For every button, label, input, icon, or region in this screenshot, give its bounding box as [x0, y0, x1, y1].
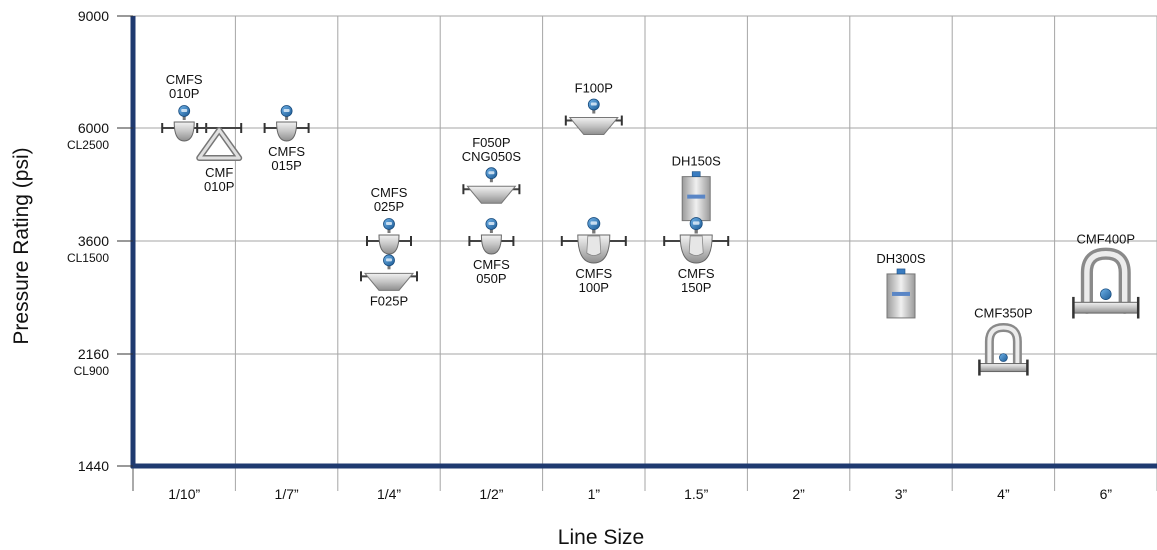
- y-tick-label: 1440: [78, 458, 109, 474]
- x-category-label: 1/4”: [377, 486, 401, 502]
- y-tick-label: 2160: [78, 346, 109, 362]
- x-category-label: 6”: [1100, 486, 1113, 502]
- device-label: 150P: [681, 280, 711, 295]
- x-category-label: 4”: [997, 486, 1010, 502]
- device-marker-cmfs-050p: [468, 218, 515, 255]
- device-label: DH150S: [672, 154, 721, 169]
- device-label: 025P: [374, 199, 404, 214]
- gridlines: [132, 15, 1157, 491]
- x-category-label: 1/7”: [275, 486, 299, 502]
- device-label: CMFS: [678, 266, 715, 281]
- device-label: 100P: [579, 280, 609, 295]
- y-tick-class-label: CL1500: [67, 251, 109, 265]
- x-category-label: 1/2”: [479, 486, 503, 502]
- device-label: 010P: [169, 86, 199, 101]
- device-label: F050P: [472, 135, 510, 150]
- device-labels: CMFS010PCMF010PCMFS015PCMFS025PF025PF050…: [166, 72, 1135, 321]
- device-label: DH300S: [876, 251, 925, 266]
- device-marker-cmfs-150p: [663, 217, 730, 264]
- x-axis-title: Line Size: [558, 526, 644, 549]
- device-label: F025P: [370, 293, 408, 308]
- tick-labels: 9000 6000 CL2500 3600 CL1500 2160 CL900 1440 1/1…: [67, 8, 1112, 502]
- x-category-label: 2”: [792, 486, 805, 502]
- device-marker-cmfs-015p: [263, 105, 310, 142]
- device-marker-cmf400p: [1072, 247, 1140, 319]
- device-label: CMF400P: [1077, 232, 1136, 247]
- device-label: F100P: [575, 81, 613, 96]
- device-marker-f050p-cng050s: [462, 167, 521, 204]
- device-markers: [161, 98, 1140, 376]
- device-marker-cmfs-025p: [366, 218, 412, 255]
- device-label: CMFS: [268, 144, 305, 159]
- y-tick-label: 3600: [78, 233, 109, 249]
- device-label: 010P: [204, 179, 234, 194]
- y-tick-class-label: CL900: [74, 364, 110, 378]
- device-marker-cmfs-010p: [161, 105, 208, 142]
- y-tick-class-label: CL2500: [67, 138, 109, 152]
- device-marker-cmf350p: [978, 323, 1029, 376]
- y-axis-title: Pressure Rating (psi): [10, 147, 33, 344]
- device-marker-f100p: [564, 98, 623, 136]
- y-tick-label: 6000: [78, 120, 109, 136]
- device-marker-dh150s: [681, 171, 711, 222]
- device-label: CMFS: [166, 72, 203, 87]
- device-label: 050P: [476, 271, 506, 286]
- device-label: CMF350P: [974, 306, 1033, 321]
- y-tick-label: 9000: [78, 8, 109, 24]
- device-marker-cmf-010p: [196, 123, 243, 161]
- x-category-label: 1”: [588, 486, 601, 502]
- axes: [130, 16, 1157, 469]
- device-label: 015P: [271, 158, 301, 173]
- x-category-label: 3”: [895, 486, 908, 502]
- device-marker-dh300s: [886, 268, 916, 319]
- device-label: CNG050S: [462, 149, 522, 164]
- device-marker-f025p: [360, 254, 418, 291]
- device-marker-cmfs-100p: [560, 217, 627, 264]
- device-label: CMFS: [371, 185, 408, 200]
- device-label: CMF: [205, 165, 233, 180]
- x-category-label: 1/10”: [168, 486, 200, 502]
- device-label: CMFS: [473, 257, 510, 272]
- x-category-label: 1.5”: [684, 486, 708, 502]
- device-label: CMFS: [575, 266, 612, 281]
